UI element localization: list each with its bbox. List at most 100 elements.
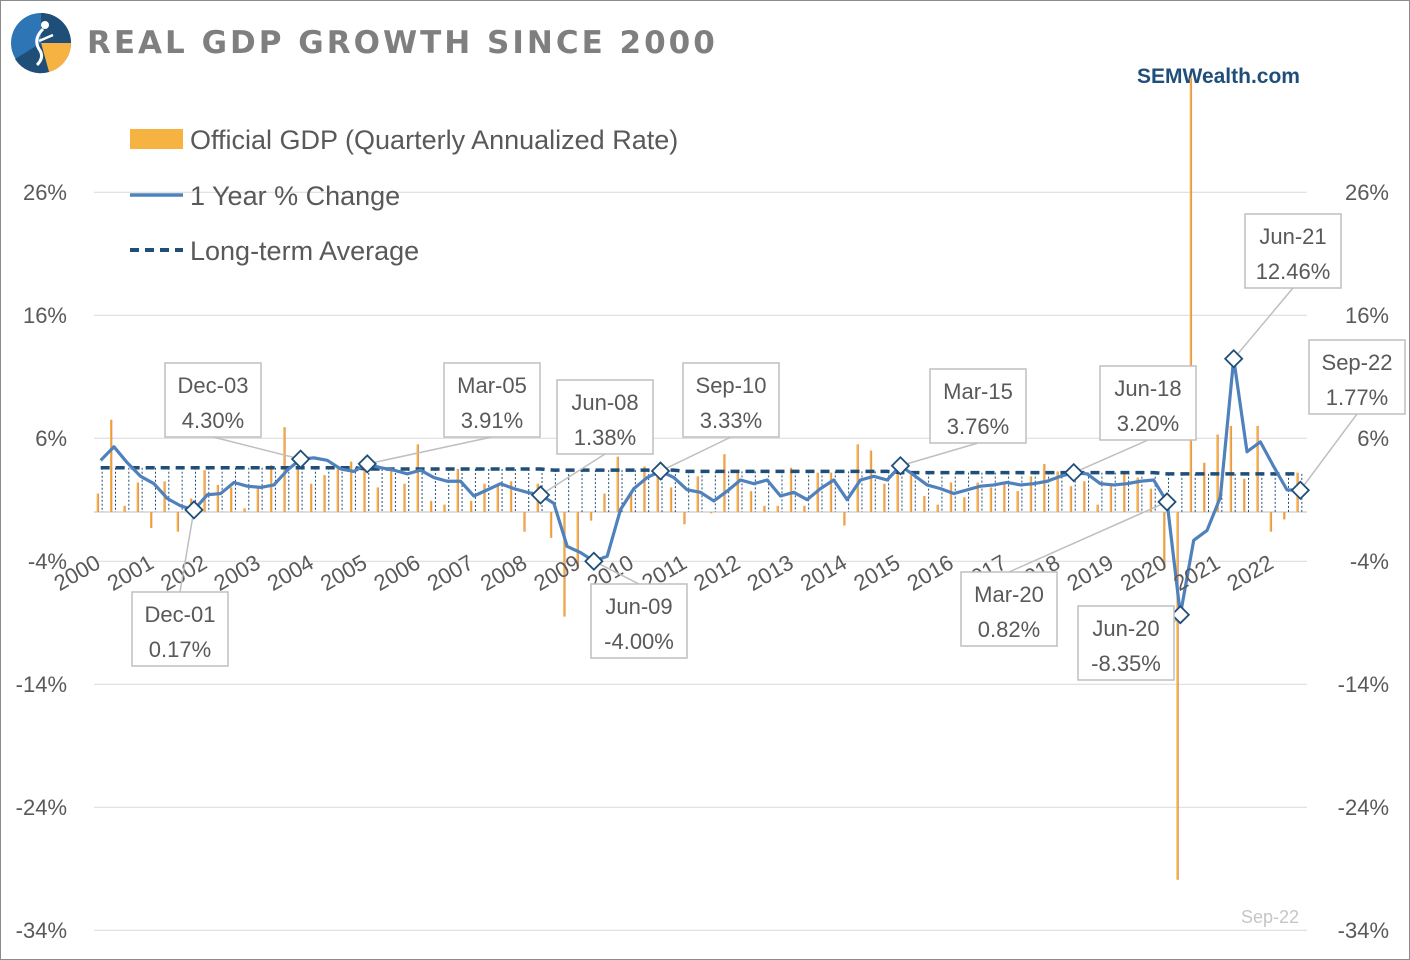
x-tick-label: 2020 (1116, 550, 1171, 596)
gdp-bar-edge (404, 483, 406, 512)
long-term-average-line (100, 465, 1301, 476)
callout-value: 3.20% (1117, 411, 1179, 436)
legend-label-yoy: 1 Year % Change (190, 181, 400, 211)
gdp-bar (629, 493, 632, 512)
gdp-bar-edge (1244, 478, 1246, 512)
gdp-bar (936, 504, 939, 512)
gdp-bar (683, 512, 686, 525)
gdp-bar (603, 493, 606, 512)
callout-date: Jun-18 (1114, 376, 1181, 401)
gdp-bar-edge (991, 487, 993, 512)
callout-marker (1170, 604, 1191, 625)
x-tick-label: 2005 (316, 550, 371, 596)
gdp-bar-edge (911, 475, 913, 512)
legend-label-average: Long-term Average (190, 236, 419, 266)
gdp-bar-edge (338, 466, 339, 512)
gdp-bar (829, 472, 832, 512)
gdp-bar (976, 482, 979, 512)
gdp-bar-edge (151, 512, 153, 528)
x-tick-label: 2004 (263, 550, 318, 596)
gdp-bar (376, 487, 379, 512)
gdp-bar (576, 512, 579, 569)
callout-box (164, 362, 262, 438)
gdp-bar (749, 491, 752, 512)
legend-swatch-gdp (130, 129, 183, 149)
gdp-bar (709, 512, 712, 514)
gdp-bar-edge (471, 500, 473, 512)
gdp-bar (1083, 481, 1086, 512)
gdp-bar-edge (284, 427, 286, 512)
callout-marker (1290, 480, 1311, 500)
gdp-bar-edge (351, 461, 353, 512)
callout-value: -8.35% (1091, 651, 1161, 676)
callout-value: 3.76% (947, 414, 1009, 439)
date-footnote: Sep-22 (1241, 907, 1300, 927)
gdp-bar-edge (1097, 504, 1099, 512)
gdp-bar (176, 512, 179, 532)
gdp-bar (1096, 504, 1099, 512)
gdp-bar (616, 456, 619, 512)
gdp-bar-edge (271, 465, 273, 512)
gdp-bar-edge (804, 505, 806, 512)
gdp-bar-edge (698, 476, 699, 512)
callout-value: 0.17% (149, 637, 211, 662)
callout-marker (184, 500, 204, 520)
brand-link[interactable]: SEMWealth.com (1137, 65, 1300, 88)
callout-box (1244, 213, 1342, 289)
callout-box (556, 379, 654, 455)
gdp-bar-edge (1284, 512, 1286, 520)
gdp-bar (309, 483, 312, 512)
callout-leader (1299, 413, 1358, 491)
gdp-bar (403, 483, 406, 512)
gdp-bar (1203, 462, 1206, 512)
gdp-bar (1056, 471, 1059, 512)
callout-marker (584, 551, 604, 571)
gdp-bar (1109, 484, 1112, 512)
gdp-bar (696, 476, 699, 512)
gdp-bar-edge (844, 512, 846, 526)
callout-marker (890, 455, 911, 476)
x-tick-label: 2007 (423, 550, 478, 596)
gdp-bar (269, 465, 272, 512)
gdp-bar-edge (111, 419, 113, 512)
gdp-bar (1243, 478, 1246, 512)
long-term-average-series (100, 465, 1301, 476)
gdp-bar-edge (1191, 77, 1193, 512)
gdp-bar-edge (871, 450, 873, 512)
callout-marker (357, 454, 378, 474)
x-tick-label: 2022 (1223, 550, 1278, 596)
gdp-bar (949, 482, 952, 512)
gdp-bar-edge (298, 452, 300, 512)
y-tick-right: 16% (1345, 303, 1389, 328)
gdp-bar-edge (1004, 483, 1006, 512)
callout-date: Jun-21 (1259, 224, 1326, 249)
callout-marker (290, 449, 311, 469)
gdp-bar (123, 505, 126, 512)
gdp-bar (656, 475, 659, 512)
gdp-bar-edge (778, 505, 779, 512)
gdp-bar-edge (391, 470, 393, 512)
gdp-bar-edge (964, 497, 966, 512)
gdp-bar-edge (364, 459, 366, 512)
gdp-bar (296, 452, 299, 512)
gdp-bar-edge (1177, 512, 1179, 880)
gdp-bar-edge (1231, 425, 1233, 512)
gdp-bar (723, 454, 726, 512)
gdp-bar-edge (484, 483, 486, 512)
callout-marker (1223, 348, 1244, 369)
gdp-bar-edge (618, 456, 619, 512)
gdp-bar (1136, 477, 1139, 512)
y-tick-right: 6% (1357, 426, 1389, 451)
gdp-bar-edge (1271, 512, 1273, 532)
gdp-bar (1069, 486, 1072, 512)
x-tick-label: 2019 (1063, 550, 1118, 596)
gdp-bar-edge (138, 482, 140, 512)
gdp-bar (523, 512, 526, 532)
y-tick-left: 6% (35, 426, 67, 451)
x-tick-label: 2013 (743, 550, 798, 596)
callout-date: Mar-05 (457, 373, 527, 398)
gdp-bar-edge (258, 486, 260, 512)
gdp-bar-edge (591, 512, 593, 521)
gdp-bar (1176, 512, 1179, 880)
gdp-bar (363, 459, 366, 512)
